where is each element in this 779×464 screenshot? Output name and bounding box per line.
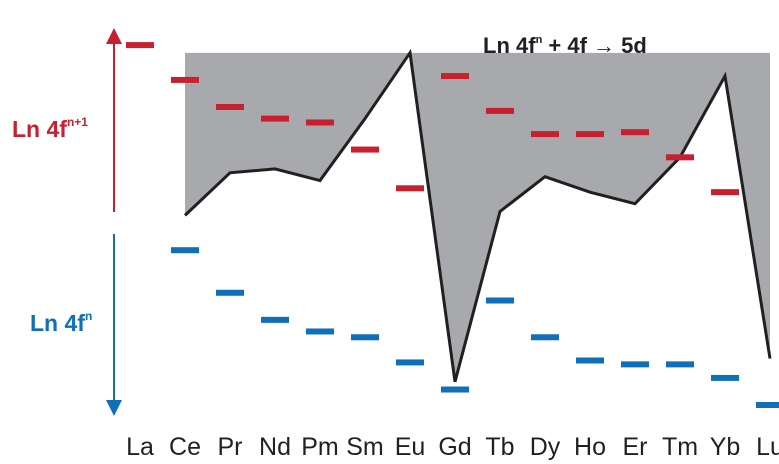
transition-title: Ln 4fn + 4f → 5d xyxy=(483,33,647,58)
element-label-gd: Gd xyxy=(438,433,471,461)
lower-level-bar-nd xyxy=(261,316,289,323)
element-label-er: Er xyxy=(623,433,648,461)
transition-energy-shaded-region xyxy=(185,52,770,382)
element-label-nd: Nd xyxy=(259,433,291,461)
element-label-yb: Yb xyxy=(710,433,741,461)
element-label-eu: Eu xyxy=(395,433,426,461)
element-label-pr: Pr xyxy=(218,433,243,461)
element-label-tb: Tb xyxy=(485,433,514,461)
lower-level-bar-yb xyxy=(711,374,739,381)
upper-level-bar-pr xyxy=(216,104,244,111)
element-label-pm: Pm xyxy=(301,433,339,461)
upper-level-bar-la xyxy=(126,42,154,49)
lower-level-bar-er xyxy=(621,361,649,368)
upper-level-bar-gd xyxy=(441,73,469,80)
lower-level-bar-pm xyxy=(306,328,334,335)
upper-level-bars xyxy=(126,42,739,196)
lower-level-bar-sm xyxy=(351,334,379,341)
upper-level-bar-ho xyxy=(576,131,604,138)
element-label-dy: Dy xyxy=(530,433,561,461)
lower-level-bar-ho xyxy=(576,357,604,364)
element-label-tm: Tm xyxy=(662,433,698,461)
upper-level-bar-pm xyxy=(306,119,334,126)
upper-level-bar-yb xyxy=(711,189,739,196)
element-label-la: La xyxy=(126,433,154,461)
lower-level-bar-dy xyxy=(531,334,559,341)
lower-level-bar-ce xyxy=(171,247,199,254)
upper-level-bar-tb xyxy=(486,107,514,114)
upper-level-bar-er xyxy=(621,129,649,136)
transition-energy-line xyxy=(183,48,772,383)
upper-level-bar-ce xyxy=(171,76,199,83)
element-label-ce: Ce xyxy=(169,433,201,461)
lower-level-bar-tb xyxy=(486,297,514,304)
element-label-sm: Sm xyxy=(346,433,384,461)
element-label-lu: Lu xyxy=(756,433,779,461)
element-axis-labels: La Ce Pr Nd Pm Sm Eu Gd Tb Dy Ho Er Tm Yb Lu xyxy=(126,433,779,461)
upper-level-label: Ln 4fn+1 xyxy=(12,115,88,142)
upper-level-bar-nd xyxy=(261,115,289,122)
upper-level-bar-eu xyxy=(396,185,424,192)
lower-level-bars xyxy=(171,247,779,408)
upper-level-bar-sm xyxy=(351,146,379,153)
lower-level-bar-tm xyxy=(666,361,694,368)
lower-level-bar-eu xyxy=(396,359,424,366)
upper-level-bar-tm xyxy=(666,154,694,161)
lower-level-bar-lu xyxy=(756,402,779,408)
lower-level-bar-pr xyxy=(216,289,244,296)
lower-level-label: Ln 4fn xyxy=(30,309,92,336)
element-label-ho: Ho xyxy=(574,433,606,461)
lower-level-bar-gd xyxy=(441,386,469,393)
upper-level-bar-dy xyxy=(531,131,559,138)
